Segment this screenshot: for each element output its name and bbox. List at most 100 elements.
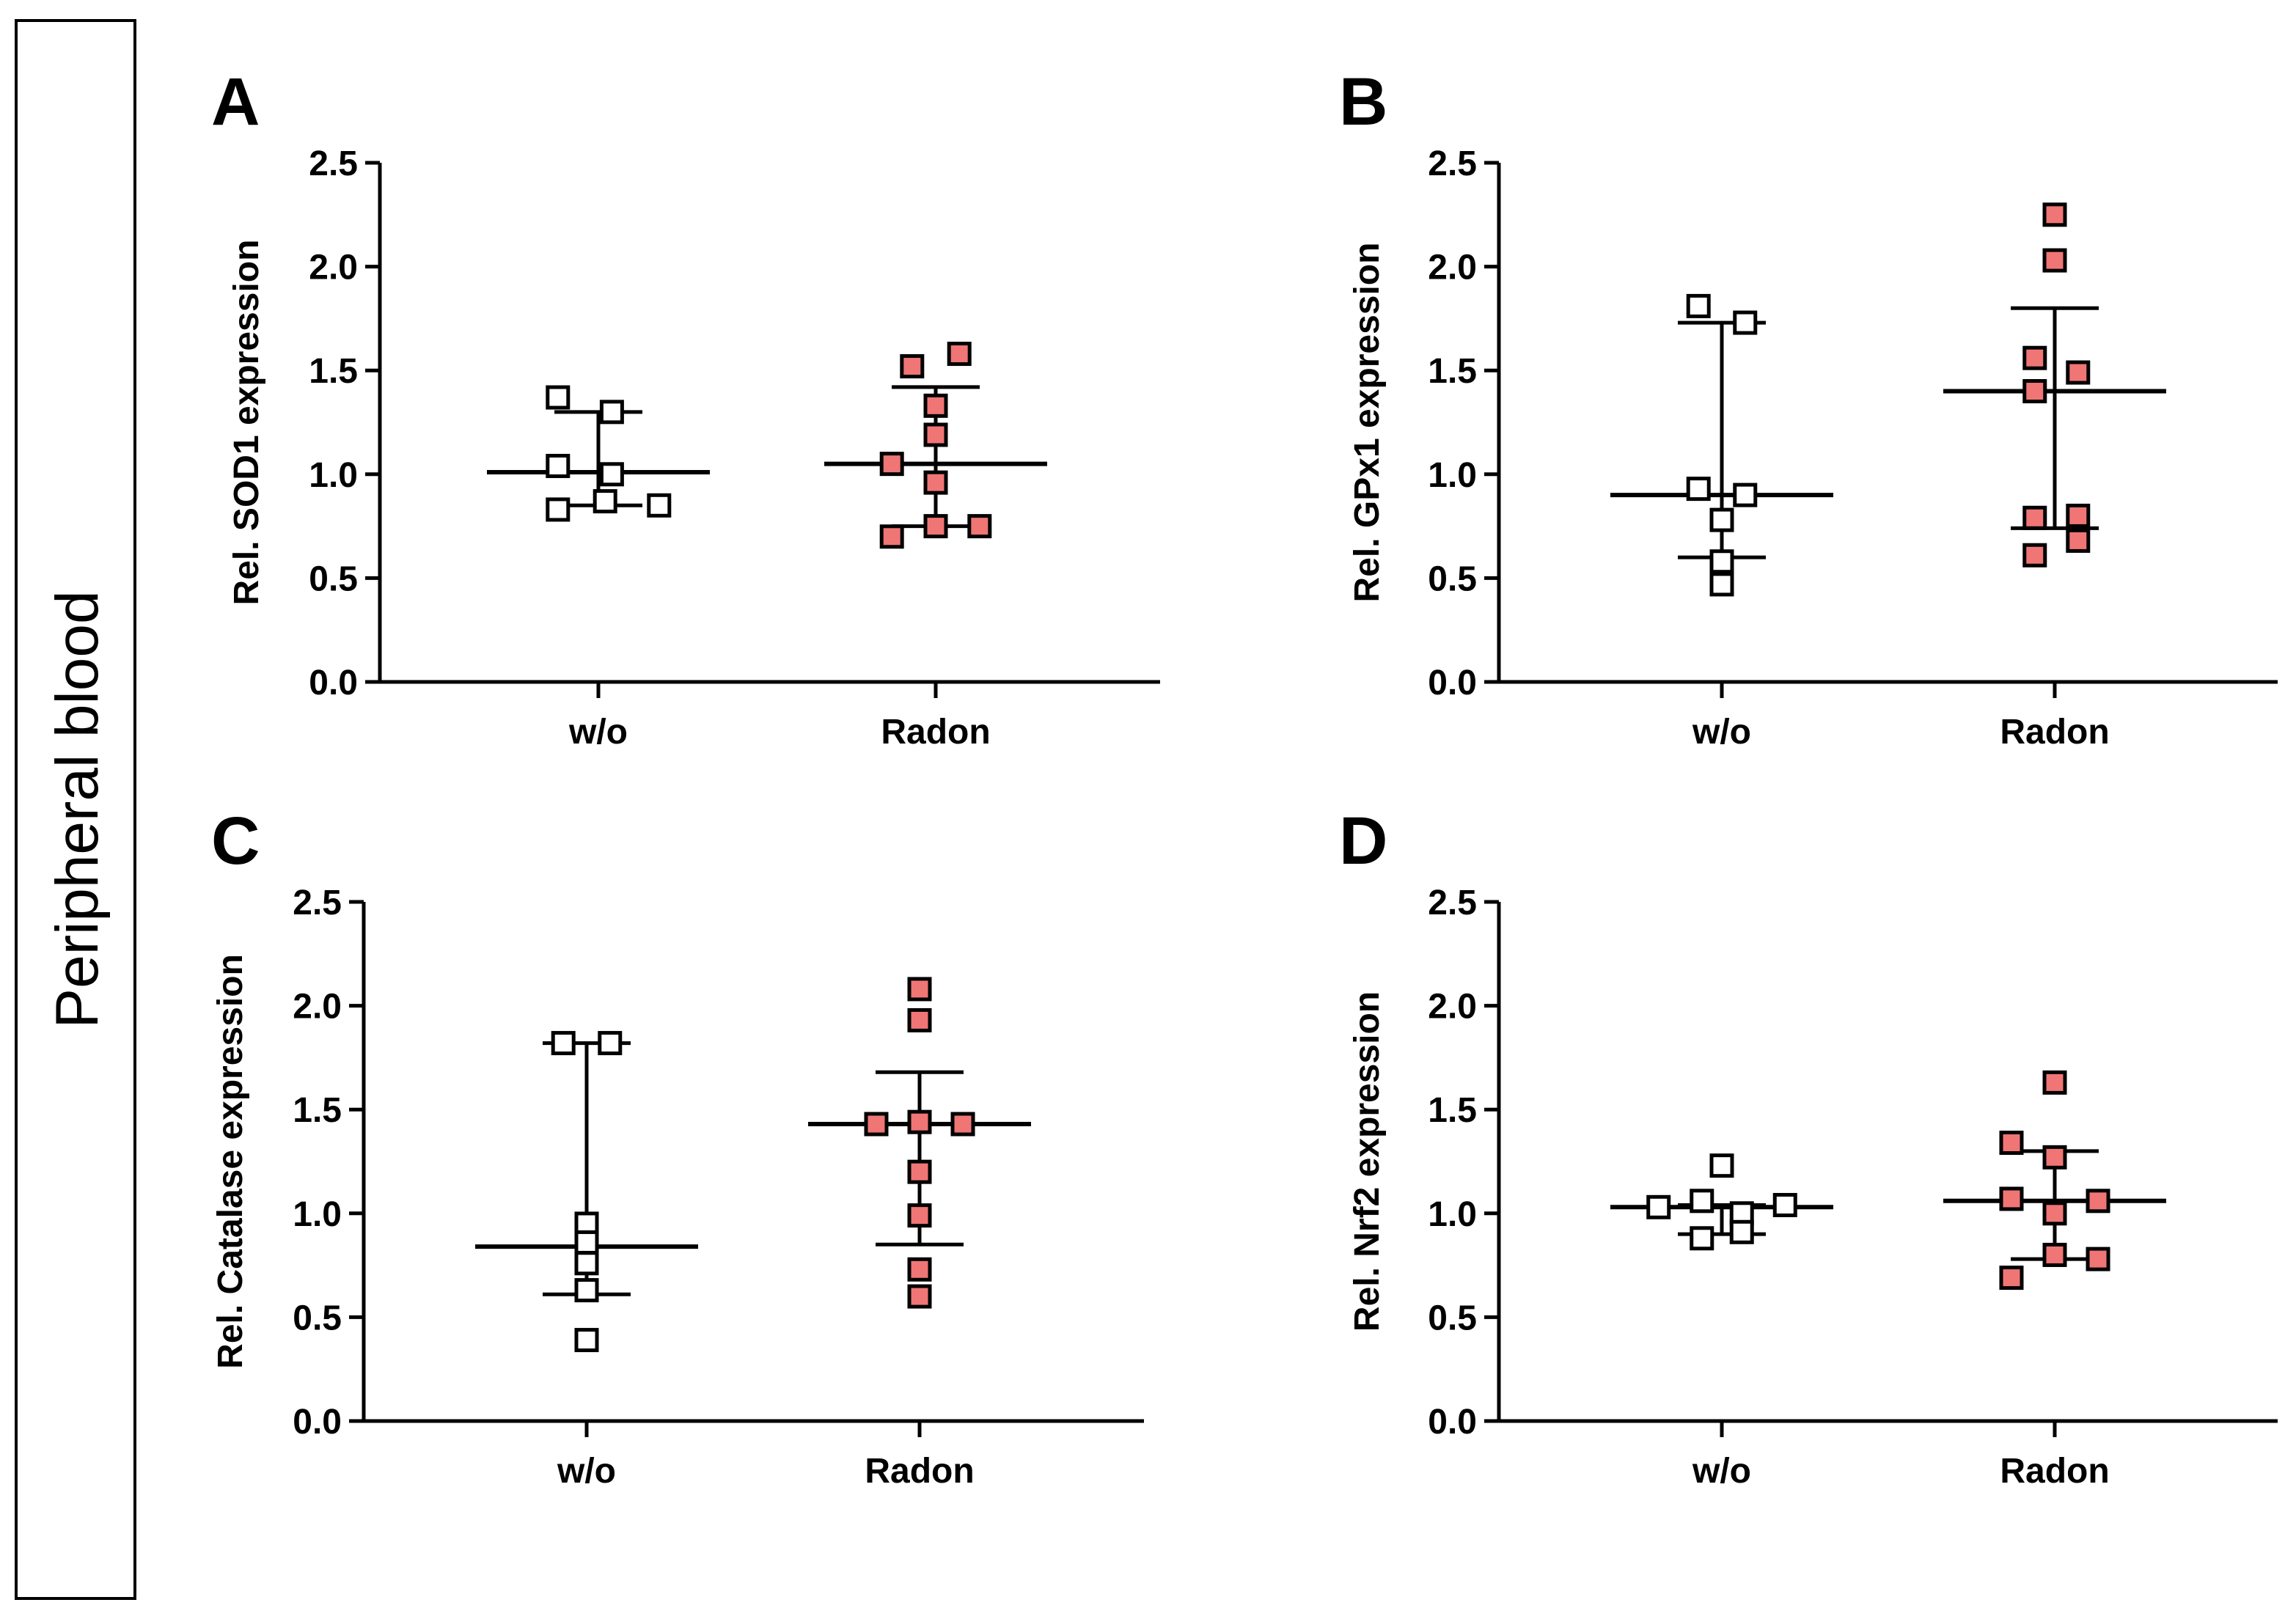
x-category-label: Radon: [2000, 1452, 2109, 1491]
data-point: [900, 354, 925, 379]
data-point: [1733, 310, 1758, 335]
y-tick-label: 1.0: [1428, 1195, 1477, 1234]
data-point: [907, 1284, 932, 1309]
data-point: [2022, 543, 2047, 568]
panels: A 0.0 0.5 1.0 1.5 2.0 2.5 w/o Radon Rel. SOD1 exp…: [211, 65, 2278, 1491]
data-point: [879, 524, 904, 549]
y-tick-label: 1.5: [293, 1091, 342, 1130]
data-point: [546, 497, 571, 522]
data-point: [907, 1007, 932, 1032]
y-tick-label: 1.0: [309, 456, 358, 495]
y-tick-label: 0.5: [1428, 1299, 1477, 1337]
data-point: [2042, 1070, 2067, 1095]
data-point: [2066, 528, 2091, 553]
y-tick-label: 0.0: [293, 1403, 342, 1442]
panel-letter: A: [211, 65, 260, 139]
data-point: [2042, 1201, 2067, 1226]
data-point: [598, 1031, 623, 1056]
data-point: [647, 493, 672, 518]
y-tick-label: 1.5: [1428, 352, 1477, 391]
chart-panel-a: A 0.0 0.5 1.0 1.5 2.0 2.5 w/o Radon Rel. SOD1 exp…: [211, 65, 1160, 752]
data-point: [2022, 345, 2047, 370]
data-point: [574, 1251, 599, 1276]
x-category-label: Radon: [881, 713, 990, 752]
data-point: [1709, 1153, 1734, 1178]
x-category-label: w/o: [557, 1452, 616, 1491]
x-category-label: Radon: [865, 1452, 974, 1491]
y-tick-label: 2.5: [293, 884, 342, 922]
chart-panel-b: B 0.0 0.5 1.0 1.5 2.0 2.5 w/o Radon Rel. GPx1 exp…: [1339, 65, 2278, 752]
data-point: [1999, 1131, 2024, 1156]
data-point: [950, 1112, 975, 1137]
data-point: [1686, 477, 1711, 502]
data-point: [923, 393, 948, 418]
data-point: [1686, 293, 1711, 318]
y-tick-label: 2.0: [309, 249, 358, 287]
data-point: [967, 514, 992, 539]
data-point: [907, 1109, 932, 1134]
data-point: [599, 400, 624, 425]
data-point: [1772, 1192, 1797, 1217]
y-tick-label: 2.0: [293, 988, 342, 1027]
y-tick-label: 1.5: [309, 352, 358, 391]
data-point: [2086, 1247, 2110, 1271]
data-point: [1690, 1189, 1714, 1214]
y-tick-label: 2.0: [1428, 988, 1477, 1027]
x-category-label: w/o: [1692, 1452, 1751, 1491]
data-point: [907, 1159, 932, 1184]
y-tick-label: 2.5: [1428, 884, 1477, 922]
data-point: [574, 1278, 599, 1303]
x-category-label: w/o: [1692, 713, 1751, 752]
y-axis-title: Rel. Nrf2 expression: [1348, 991, 1387, 1332]
data-point: [546, 453, 571, 478]
y-tick-label: 0.5: [1428, 559, 1477, 598]
data-point: [2022, 379, 2047, 404]
y-tick-label: 1.5: [1428, 1091, 1477, 1130]
data-point: [907, 977, 932, 1002]
data-point: [1999, 1186, 2024, 1211]
x-category-label: Radon: [2000, 713, 2109, 752]
data-point: [1709, 549, 1734, 574]
y-tick-label: 1.0: [293, 1195, 342, 1234]
y-tick-label: 0.5: [309, 559, 358, 598]
data-point: [2042, 248, 2067, 273]
chart-panel-d: D 0.0 0.5 1.0 1.5 2.0 2.5 w/o Radon Rel. Nrf2 exp…: [1339, 804, 2278, 1491]
y-tick-label: 2.5: [309, 144, 358, 183]
data-point: [1999, 1266, 2024, 1291]
side-label: Peripheral blood: [44, 590, 111, 1028]
x-category-label: w/o: [568, 713, 628, 752]
data-point: [574, 1230, 599, 1255]
data-point: [2086, 1189, 2110, 1214]
chart-panel-c: C 0.0 0.5 1.0 1.5 2.0 2.5 w/o Radon Rel. Catalase…: [211, 804, 1144, 1491]
y-axis-title: Rel. Catalase expression: [211, 954, 250, 1369]
y-tick-label: 1.0: [1428, 456, 1477, 495]
data-point: [923, 514, 948, 539]
data-point: [864, 1112, 889, 1137]
data-point: [1690, 1226, 1714, 1251]
data-point: [1709, 507, 1734, 532]
data-point: [593, 489, 617, 514]
data-point: [546, 385, 571, 410]
data-point: [2042, 1145, 2067, 1170]
panel-letter: D: [1339, 804, 1387, 878]
data-point: [907, 1203, 932, 1228]
data-point: [947, 342, 972, 367]
data-point: [574, 1328, 599, 1353]
y-tick-label: 0.0: [309, 664, 358, 702]
data-point: [907, 1257, 932, 1282]
data-point: [2066, 360, 2091, 385]
y-tick-label: 0.0: [1428, 1403, 1477, 1442]
y-tick-label: 2.0: [1428, 249, 1477, 287]
data-point: [923, 422, 948, 447]
data-point: [1646, 1194, 1671, 1219]
data-point: [2066, 503, 2091, 528]
y-tick-label: 0.0: [1428, 664, 1477, 702]
data-point: [1733, 482, 1758, 507]
data-point: [599, 462, 624, 487]
data-point: [879, 452, 904, 477]
y-axis-title: Rel. SOD1 expression: [227, 240, 266, 606]
data-point: [551, 1031, 576, 1056]
side-label-frame: [15, 19, 136, 1600]
data-point: [1709, 572, 1734, 597]
